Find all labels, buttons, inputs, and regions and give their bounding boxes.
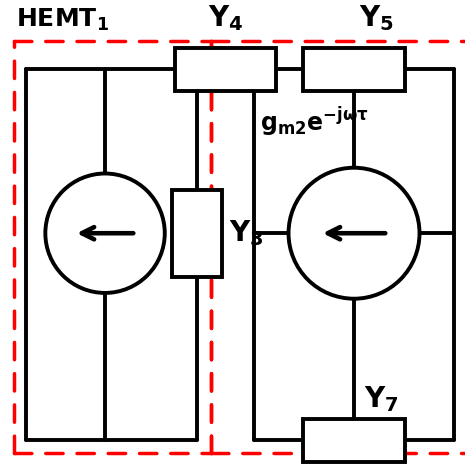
Circle shape (289, 168, 419, 299)
Text: $\mathbf{Y_7}$: $\mathbf{Y_7}$ (364, 384, 398, 414)
Bar (303, 48, 405, 91)
Text: $\bf{HEMT_1}$: $\bf{HEMT_1}$ (17, 7, 109, 33)
Bar (303, 419, 405, 462)
Bar (175, 48, 276, 91)
Bar (172, 190, 221, 276)
Text: $\mathbf{g_{m2}e^{-j\omega\tau}}$: $\mathbf{g_{m2}e^{-j\omega\tau}}$ (260, 105, 368, 139)
Text: $\mathbf{Y_4}$: $\mathbf{Y_4}$ (208, 3, 243, 33)
Text: $\mathbf{Y_5}$: $\mathbf{Y_5}$ (359, 3, 394, 33)
Circle shape (46, 173, 165, 293)
Text: $\mathbf{Y_3}$: $\mathbf{Y_3}$ (229, 219, 264, 248)
